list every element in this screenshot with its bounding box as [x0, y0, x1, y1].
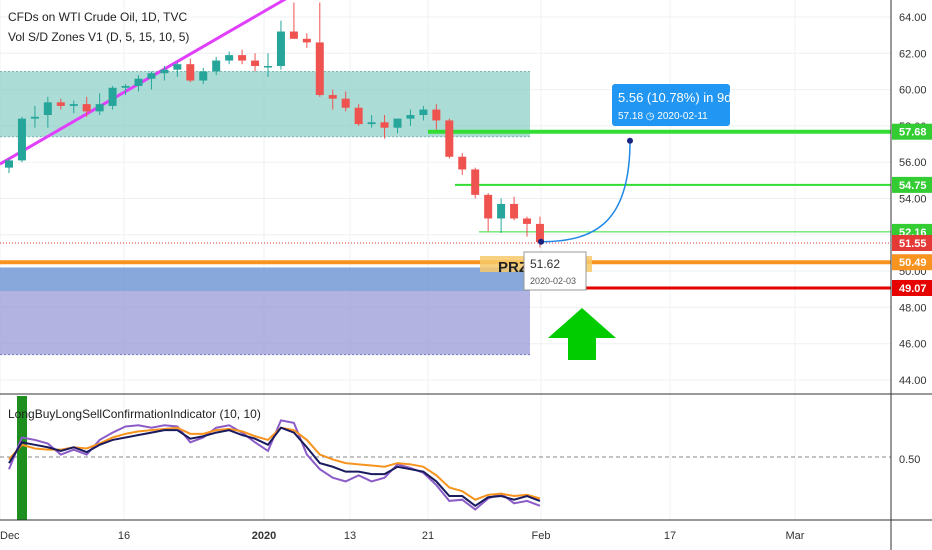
price-tick-label: 46.00 [899, 339, 927, 351]
time-tick-label: Feb [532, 530, 551, 542]
oscillator-line-1 [8, 426, 541, 508]
price-tick-label: 48.00 [899, 302, 927, 314]
candle-body [173, 64, 182, 70]
price-badge [892, 279, 932, 296]
candle-body [212, 60, 221, 72]
candle-body [95, 104, 104, 112]
candle-body [419, 109, 428, 116]
candle-body [121, 85, 130, 88]
candle-body [535, 223, 544, 243]
projection-sub: 57.18 ◷ 2020-02-11 [618, 111, 708, 122]
candle-body [43, 102, 52, 116]
candle-body [458, 156, 467, 170]
demand-zone-top-band [0, 267, 530, 292]
time-tick-label: 2020 [252, 530, 276, 542]
supply-zone [0, 71, 530, 137]
candle-body [393, 118, 402, 128]
candle-body [510, 203, 519, 219]
candle-body [367, 122, 376, 125]
price-tick-label: 54.00 [899, 194, 927, 206]
projection-end-point[interactable] [627, 137, 633, 144]
price-tick-label: 62.00 [899, 48, 927, 60]
projection-start-point[interactable] [538, 238, 544, 245]
candle-body [523, 218, 531, 224]
price-badge [892, 123, 932, 140]
price-badge-label: 49.07 [899, 283, 927, 295]
candle-body [199, 71, 208, 81]
candle-body [30, 116, 39, 119]
up-arrow-icon [548, 308, 616, 360]
candle-body [380, 122, 389, 128]
candle-body [484, 194, 493, 219]
prz-label: PRZ [498, 259, 528, 276]
supply-demand-zones [0, 70, 530, 356]
price-badge-label: 51.55 [899, 238, 927, 250]
candle-body [432, 109, 441, 121]
signal-bar [17, 396, 27, 520]
price-badge-label: 50.49 [899, 257, 927, 269]
candle-body [302, 38, 311, 43]
candle-body [497, 203, 506, 219]
oscillator-line-2 [8, 426, 541, 501]
candle-body [289, 31, 298, 39]
candle-body [82, 104, 91, 112]
candle-body [341, 98, 350, 108]
candle-body [251, 60, 260, 67]
candle-body [264, 66, 272, 68]
candle-body [160, 69, 169, 74]
oscillator-title[interactable]: LongBuyLongSellConfirmationIndicator (10… [8, 407, 261, 421]
price-tick-label: 64.00 [899, 12, 927, 24]
point-tooltip: 51.62 2020-02-03 [523, 251, 587, 291]
price-tick-label: 60.00 [899, 85, 927, 97]
candle-body [445, 120, 454, 157]
candle-body [276, 31, 285, 67]
candle-body [225, 55, 234, 61]
price-badge-label: 57.68 [899, 127, 927, 139]
time-tick-label: 13 [344, 530, 356, 542]
projection-label: 5.56 (10.78%) in 9d 57.18 ◷ 2020-02-11 [612, 84, 731, 126]
candle-body [147, 73, 156, 79]
time-tick-label: 17 [664, 530, 676, 542]
candle-body [69, 104, 78, 106]
projection-main: 5.56 (10.78%) in 9d [618, 90, 731, 105]
symbol-title[interactable]: CFDs on WTI Crude Oil, 1D, TVC [8, 10, 187, 24]
point-price: 51.62 [530, 257, 560, 271]
time-axis[interactable]: Dec 16 2020 13 21 Feb 17 Mar [0, 530, 805, 542]
rising-trendline[interactable] [0, 0, 292, 166]
price-badge-label: 54.75 [899, 180, 927, 192]
candle-body [186, 64, 195, 81]
candle-body [56, 102, 65, 106]
price-projection[interactable] [538, 137, 633, 245]
candle-body [17, 118, 26, 161]
time-tick-label: Mar [786, 530, 805, 542]
point-date: 2020-02-03 [530, 276, 576, 286]
candle-body [471, 169, 480, 195]
oscillator-level-label: 0.50 [899, 454, 920, 466]
indicator-title[interactable]: Vol S/D Zones V1 (D, 5, 15, 10, 5) [8, 30, 189, 44]
candle-body [315, 42, 324, 96]
time-tick-label: 16 [118, 530, 130, 542]
price-tick-label: 44.00 [899, 375, 927, 387]
level-lines [0, 129, 891, 290]
time-tick-label: 21 [422, 530, 434, 542]
price-badge [892, 234, 932, 251]
price-tick-label: 56.00 [899, 157, 927, 169]
projection-curve[interactable] [540, 140, 631, 243]
candle-body [406, 115, 415, 119]
oscillator-lines [8, 419, 541, 511]
candle-body [108, 87, 117, 106]
candlesticks [5, 2, 544, 248]
candle-body [134, 78, 143, 86]
price-badge [892, 176, 932, 193]
candle-body [238, 55, 247, 61]
price-badge [892, 254, 932, 271]
candle-body [354, 107, 363, 125]
oscillator-grid [0, 396, 891, 520]
time-tick-label: Dec [0, 530, 20, 542]
candle-body [5, 160, 13, 168]
candle-body [328, 95, 337, 99]
